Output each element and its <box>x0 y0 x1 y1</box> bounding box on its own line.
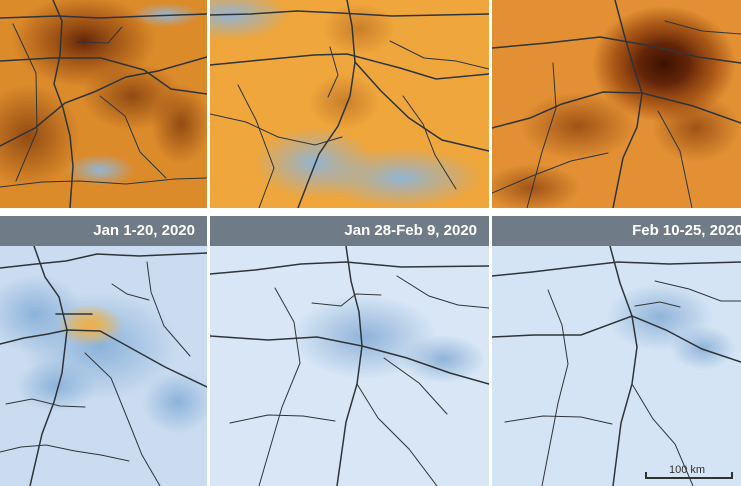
caption-bar-middle: Jan 28-Feb 9, 2020 <box>210 216 489 246</box>
period-label-jan-1-20: Jan 1-20, 2020 <box>93 222 195 239</box>
bottom-middle-no2-map <box>210 246 489 486</box>
scale-bar-left-tick <box>645 472 647 478</box>
top-middle-no2-map <box>210 0 489 208</box>
scale-bar-right-tick <box>731 472 733 478</box>
caption-bar-right: Feb 10-25, 2020 <box>492 216 741 246</box>
bottom-left-no2-map <box>0 246 207 486</box>
scale-bar-line <box>645 477 733 479</box>
period-label-jan-28-feb-9: Jan 28-Feb 9, 2020 <box>344 222 477 239</box>
caption-bar-left: Jan 1-20, 2020 <box>0 216 207 246</box>
top-left-no2-map <box>0 0 207 208</box>
top-right-no2-map <box>492 0 741 208</box>
scale-bar: 100 km <box>645 463 733 481</box>
bottom-right-no2-map <box>492 246 741 486</box>
period-label-feb-10-25: Feb 10-25, 2020 <box>632 222 741 239</box>
scale-bar-label: 100 km <box>669 464 706 476</box>
